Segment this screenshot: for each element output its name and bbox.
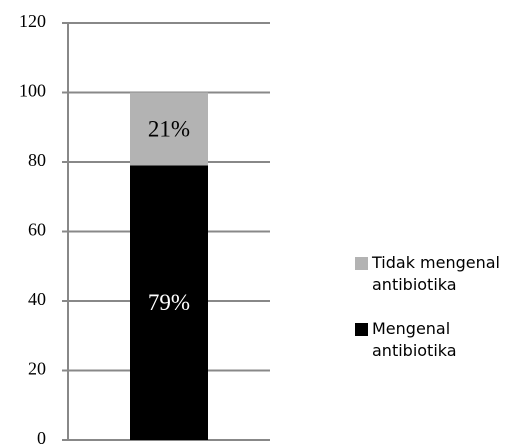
y-tick-label: 20 xyxy=(28,359,46,379)
legend-swatch xyxy=(355,323,368,336)
y-tick-label: 40 xyxy=(28,289,46,309)
bar-segment xyxy=(130,165,208,440)
y-tick-label: 0 xyxy=(37,428,46,446)
y-tick-label: 80 xyxy=(28,150,46,170)
legend-swatch xyxy=(355,257,368,270)
y-tick-label: 100 xyxy=(19,81,46,101)
y-tick-label: 60 xyxy=(28,220,46,240)
legend-label: Mengenal antibiotika xyxy=(372,319,457,360)
legend-item: Tidak mengenal antibiotika xyxy=(355,252,530,296)
y-tick-label: 120 xyxy=(19,11,46,31)
legend-label: Tidak mengenal antibiotika xyxy=(372,253,500,294)
value-label: 79% xyxy=(148,290,190,315)
value-label: 21% xyxy=(148,116,190,141)
bar-segment xyxy=(130,92,208,166)
legend-item: Mengenal antibiotika xyxy=(355,318,530,362)
